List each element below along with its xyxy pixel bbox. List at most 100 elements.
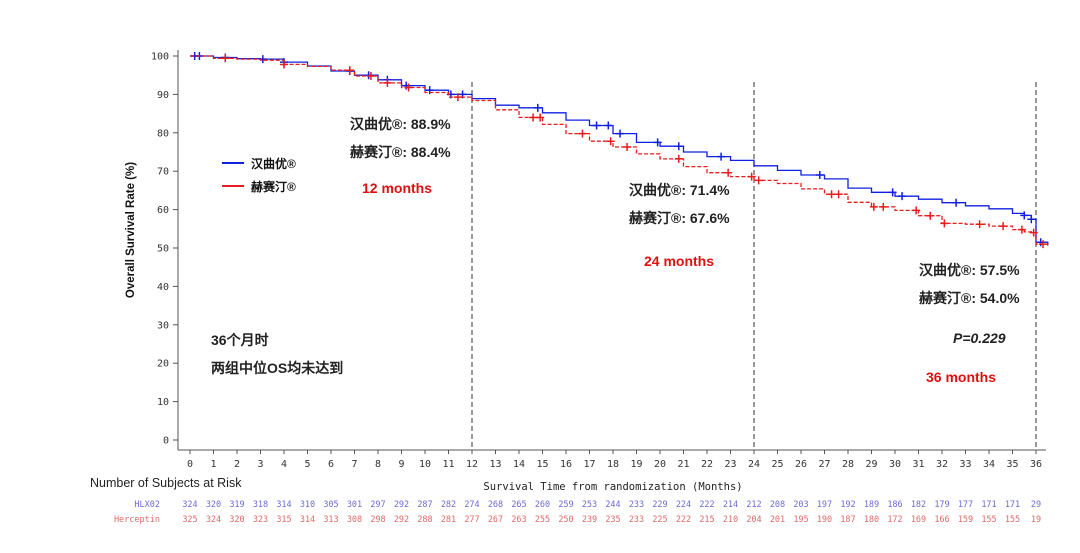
y-tick-label: 60 [157,205,169,216]
note-line-2: 两组中位OS均未达到 [211,360,343,376]
censor-mark-herceptin [383,78,392,87]
legend: 汉曲优® 赫赛汀® [222,156,296,194]
x-tick-label: 26 [795,459,807,470]
censor-mark-hlx02 [616,129,625,138]
annotation-24-months: 汉曲优®: 71.4% 赫赛汀®: 67.6% 24 months [629,182,730,269]
x-tick-label: 16 [560,459,572,470]
y-ticks: 0 10 20 30 40 50 60 70 80 90 100 [151,52,178,447]
risk-cell-herceptin: 315 [276,515,291,525]
censor-mark-hlx02 [815,171,824,180]
risk-cell-herceptin: 169 [911,515,926,525]
censor-mark-herceptin [724,168,733,177]
censor-mark-hlx02 [888,188,897,197]
risk-cell-hlx02: 324 [182,500,197,510]
risk-cell-herceptin: 313 [323,515,338,525]
annotation-12-her: 赫赛汀®: 88.4% [350,144,451,160]
risk-cell-herceptin: 166 [934,515,949,525]
annotation-12-hlx: 汉曲优®: 88.9% [350,116,451,132]
risk-cell-hlx02: 214 [723,500,738,510]
median-os-note: 36个月时 两组中位OS均未达到 [211,332,343,376]
risk-cell-hlx02: 253 [582,500,597,510]
risk-cell-hlx02: 319 [229,500,244,510]
risk-cell-hlx02: 29 [1031,500,1041,510]
risk-row-label-her: Herceptin [114,515,160,525]
x-tick-label: 31 [912,459,924,470]
x-tick-label: 3 [257,459,263,470]
censor-mark-hlx02 [653,138,662,147]
x-tick-label: 0 [187,459,193,470]
risk-cell-hlx02: 260 [535,500,550,510]
censor-mark-hlx02 [952,198,961,207]
annotation-12-label: 12 months [362,180,432,196]
risk-cell-herceptin: 239 [582,515,597,525]
censor-mark-herceptin [280,60,288,69]
y-tick-label: 40 [157,282,169,293]
risk-cell-hlx02: 305 [323,500,338,510]
x-tick-label: 5 [304,459,310,470]
x-tick-label: 1 [210,459,216,470]
x-ticks: 0 1 2 3 4 5 6 7 8 9 10 11 12 13 14 15 16 17 18 19 20 21 22 23 24… [187,450,1042,470]
censor-mark-herceptin [754,176,763,185]
risk-cell-herceptin: 320 [229,515,244,525]
risk-cell-herceptin: 222 [676,515,691,525]
x-tick-label: 4 [281,459,287,470]
annotation-24-label: 24 months [644,253,714,269]
legend-label-her: 赫赛汀® [251,179,296,194]
annotation-36-hlx: 汉曲优®: 57.5% [919,262,1020,278]
x-tick-label: 18 [607,459,619,470]
censor-mark-hlx02 [1020,211,1029,220]
risk-cell-hlx02: 287 [417,500,432,510]
risk-cell-hlx02: 314 [276,500,291,510]
censor-mark-herceptin [529,113,538,122]
risk-cell-herceptin: 225 [652,515,667,525]
y-tick-label: 90 [157,90,169,101]
risk-cell-hlx02: 189 [864,500,879,510]
annotation-pvalue: P=0.229 [953,330,1006,346]
risk-cell-herceptin: 187 [840,515,855,525]
series-layer [190,52,1049,249]
censor-mark-herceptin [869,202,878,211]
x-tick-label: 34 [983,459,995,470]
y-tick-label: 100 [151,52,169,63]
censor-mark-herceptin [578,129,587,138]
risk-cell-herceptin: 155 [981,515,996,525]
censor-mark-herceptin [926,211,935,220]
risk-cell-herceptin: 281 [441,515,456,525]
risk-cell-herceptin: 201 [770,515,785,525]
x-tick-label: 24 [748,459,760,470]
risk-cell-herceptin: 325 [182,515,197,525]
censor-mark-herceptin [606,137,615,146]
censor-mark-herceptin [834,190,843,199]
censor-mark-hlx02 [1027,215,1036,224]
risk-cell-hlx02: 171 [981,500,996,510]
censor-mark-herceptin [366,71,375,80]
risk-table-cells: 324 320 319 318 314 310 305 301 297 292 287 282 274 2… [182,500,1041,525]
x-tick-label: 20 [654,459,666,470]
annotation-36-months: 汉曲优®: 57.5% 赫赛汀®: 54.0% P=0.229 36 month… [919,262,1020,385]
risk-cell-hlx02: 320 [206,500,221,510]
legend-label-hlx: 汉曲优® [251,156,296,171]
x-tick-label: 11 [442,459,454,470]
x-tick-label: 14 [513,459,525,470]
risk-cell-hlx02: 292 [394,500,409,510]
risk-cell-hlx02: 208 [770,500,785,510]
risk-cell-herceptin: 277 [464,515,479,525]
risk-cell-herceptin: 267 [488,515,503,525]
risk-cell-herceptin: 159 [958,515,973,525]
x-tick-label: 27 [818,459,830,470]
x-tick-label: 21 [677,459,689,470]
x-tick-label: 10 [419,459,431,470]
x-tick-label: 17 [583,459,595,470]
x-tick-label: 22 [701,459,713,470]
annotation-24-her: 赫赛汀®: 67.6% [629,210,730,226]
risk-cell-herceptin: 308 [347,515,362,525]
censor-mark-herceptin [221,54,230,63]
x-tick-label: 7 [351,459,357,470]
y-tick-label: 80 [157,128,169,139]
censor-mark-herceptin [345,66,354,75]
x-tick-label: 28 [842,459,854,470]
risk-cell-hlx02: 171 [1005,500,1020,510]
y-tick-label: 20 [157,359,169,370]
annotation-36-her: 赫赛汀®: 54.0% [919,290,1020,306]
